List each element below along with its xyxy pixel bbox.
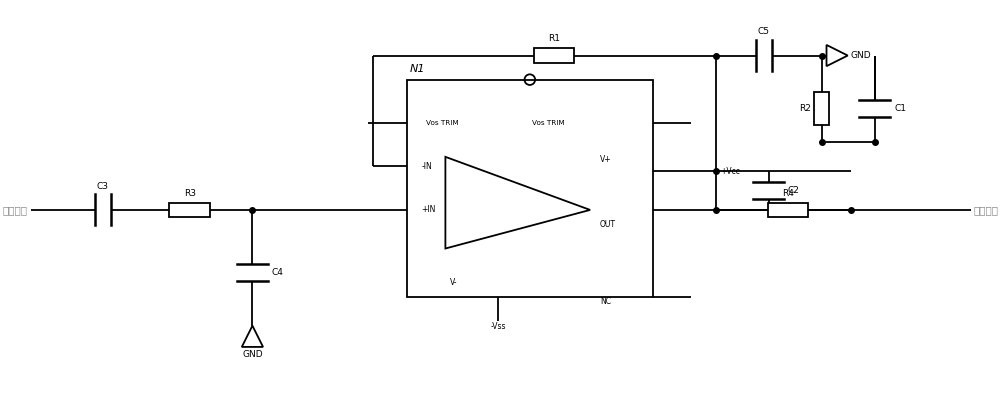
Text: GND: GND (242, 350, 263, 359)
Text: C1: C1 (894, 104, 906, 113)
Polygon shape (445, 157, 590, 249)
Text: Vos TRIM: Vos TRIM (532, 120, 565, 126)
Text: +Vcc: +Vcc (720, 167, 740, 176)
Bar (534, 48, 574, 63)
Text: +IN: +IN (421, 205, 436, 215)
Text: 信号输出: 信号输出 (973, 205, 998, 215)
Text: NC: NC (600, 297, 611, 306)
Text: R4: R4 (782, 189, 794, 198)
Bar (169, 203, 210, 217)
Text: V-: V- (450, 278, 458, 287)
Polygon shape (242, 326, 263, 347)
Text: 信号输入: 信号输入 (3, 205, 28, 215)
Text: OUT: OUT (600, 220, 616, 229)
Text: N1: N1 (410, 64, 425, 74)
Text: C3: C3 (97, 182, 109, 190)
Text: -IN: -IN (421, 162, 432, 171)
Text: R3: R3 (184, 189, 196, 198)
Text: R1: R1 (548, 34, 560, 44)
Text: C2: C2 (788, 186, 800, 195)
Text: Vos TRIM: Vos TRIM (426, 120, 459, 126)
Text: V+: V+ (600, 155, 611, 164)
Polygon shape (827, 45, 848, 66)
Bar (407, 80, 653, 297)
Bar (814, 92, 829, 125)
Text: C5: C5 (758, 27, 770, 36)
Text: C4: C4 (272, 268, 284, 277)
Text: GND: GND (851, 51, 871, 60)
Text: R2: R2 (799, 104, 811, 113)
Text: -Vss: -Vss (491, 322, 506, 331)
Bar (768, 203, 808, 217)
